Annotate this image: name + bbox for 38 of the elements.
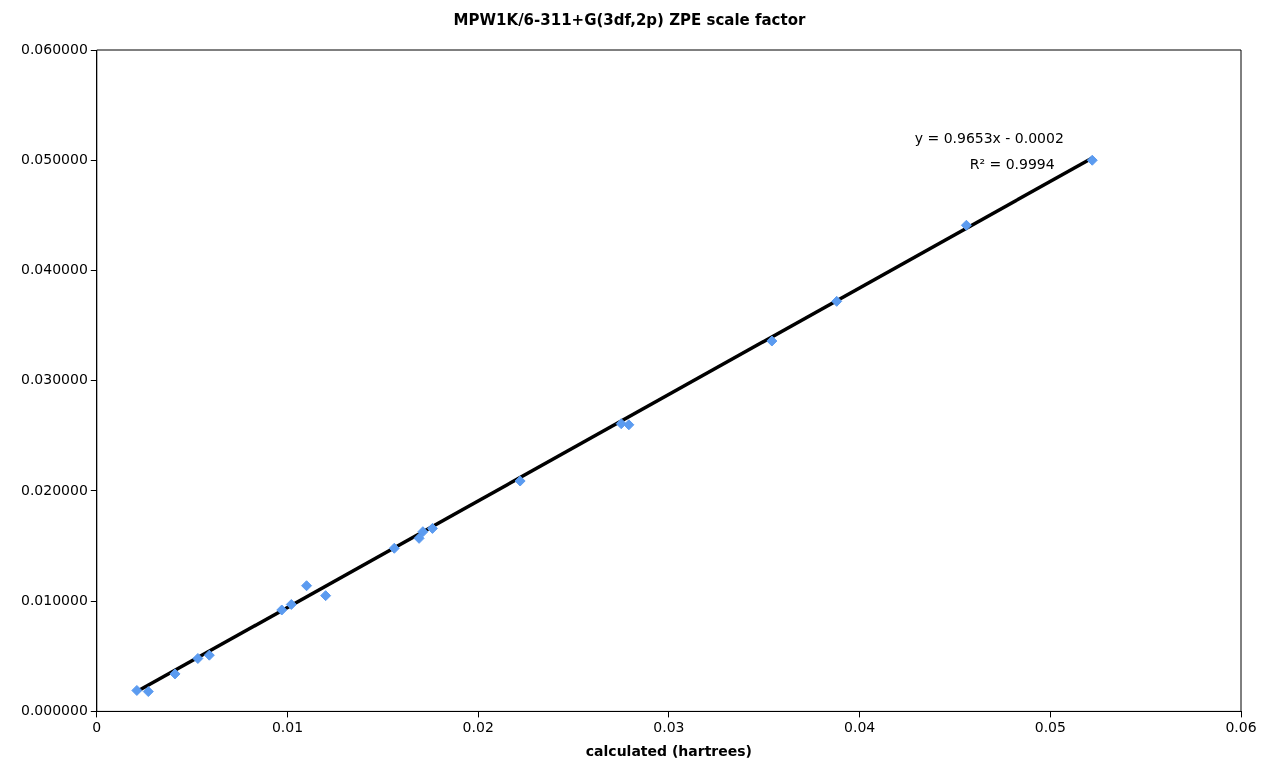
point <box>426 522 438 534</box>
point <box>203 649 215 661</box>
x-tick-label: 0.04 <box>844 719 876 736</box>
x-tick-label: 0 <box>92 719 102 736</box>
x-tick-label: 0.01 <box>271 719 304 736</box>
point <box>831 295 843 307</box>
point <box>766 335 778 347</box>
point <box>615 418 627 430</box>
y-tick-label: 0.000000 <box>20 702 88 719</box>
x-tick-label: 0.05 <box>1034 719 1066 736</box>
point <box>301 580 313 592</box>
chart-title: MPW1K/6-311+G(3df,2p) ZPE scale factor <box>453 10 806 29</box>
point <box>169 668 181 680</box>
point <box>142 686 154 698</box>
point <box>276 604 288 616</box>
point <box>1086 154 1098 166</box>
point <box>285 598 297 610</box>
y-tick-label: 0.040000 <box>20 261 88 278</box>
x-tick-label: 0.03 <box>653 719 685 736</box>
y-tick-label: 0.050000 <box>20 150 88 167</box>
point <box>514 475 526 487</box>
point <box>417 526 429 538</box>
annotation: y = 0.9653x - 0.0002 <box>914 129 1064 146</box>
x-tick-label: 0.02 <box>462 719 494 736</box>
y-tick-label: 0.030000 <box>20 371 88 388</box>
point <box>623 419 635 431</box>
point <box>192 652 204 664</box>
x-tick-label: 0.06 <box>1225 719 1257 736</box>
point <box>413 532 425 544</box>
annotation: R² = 0.9994 <box>969 156 1055 173</box>
point <box>131 684 143 696</box>
y-tick-label: 0.020000 <box>20 481 88 498</box>
x-axis-title: calculated (hartrees) <box>585 743 752 760</box>
point <box>960 219 972 231</box>
y-tick-label: 0.010000 <box>20 591 88 608</box>
point <box>320 590 332 602</box>
point <box>388 542 400 554</box>
y-tick-label: 0.060000 <box>20 40 88 57</box>
